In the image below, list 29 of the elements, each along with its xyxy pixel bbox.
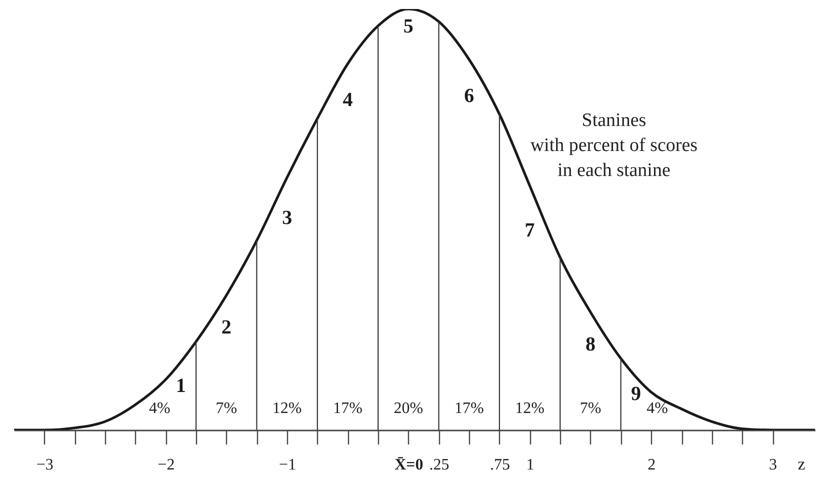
annotation: 17%: [333, 400, 362, 417]
x-tick-label: 2: [648, 456, 656, 474]
annotation: 7: [524, 220, 535, 242]
x-tick-label: −3: [36, 456, 54, 474]
annotation: 17%: [454, 400, 484, 417]
annotation: 9: [630, 383, 641, 406]
x-tick-label: .75: [490, 456, 510, 474]
x-tick-label: .25: [429, 456, 450, 474]
annotation: 5: [403, 15, 414, 38]
annotation: 6: [464, 84, 474, 107]
x-tick-label: 3: [769, 456, 778, 474]
annotation: 12%: [272, 400, 302, 417]
annotation: 3: [282, 206, 292, 229]
annotation: 4: [342, 89, 353, 112]
annotation: 7%: [580, 400, 602, 417]
annotation: 12%: [515, 400, 544, 417]
annotation: 4%: [148, 400, 170, 417]
annotation: 8: [585, 333, 596, 356]
annotation: 4%: [646, 400, 668, 417]
annotation: Stanines with percent of scores in each stanine: [530, 110, 698, 182]
x-tick-label: X̄=0: [394, 456, 424, 474]
x-axis-title: z: [798, 454, 806, 474]
annotation: 20%: [394, 400, 424, 417]
annotation: 2: [221, 316, 232, 338]
annotation: 1: [176, 374, 186, 397]
x-tick-label: −1: [279, 456, 296, 474]
x-tick-label: 1: [526, 456, 534, 474]
x-tick-label: −2: [158, 456, 175, 474]
annotation: 7%: [216, 400, 238, 417]
